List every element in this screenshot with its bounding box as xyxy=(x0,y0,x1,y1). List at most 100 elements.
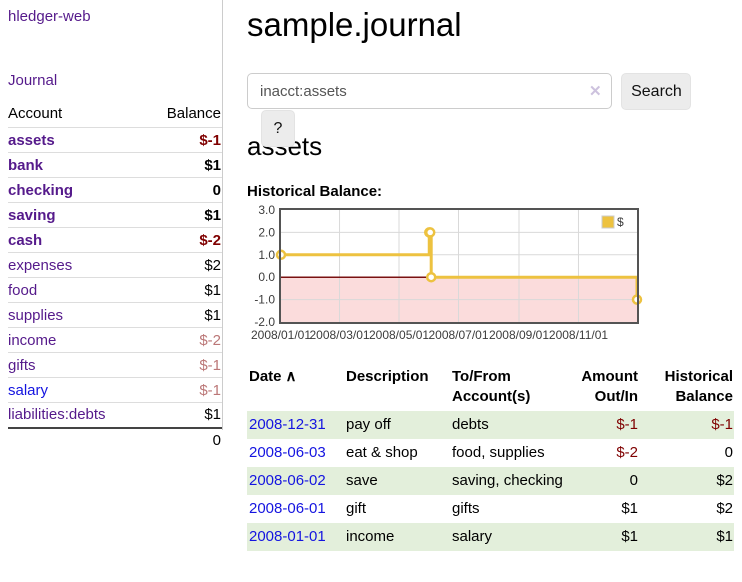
svg-text:-1.0: -1.0 xyxy=(254,293,275,307)
column-header-description: Description xyxy=(346,368,429,385)
column-header-balance: Historical Balance xyxy=(664,368,733,405)
account-balance: $-1 xyxy=(145,352,222,378)
transaction-account: gifts xyxy=(452,500,480,517)
account-balance: $-1 xyxy=(145,127,222,153)
account-row: food $1 xyxy=(8,277,222,303)
svg-text:2008/05/01: 2008/05/01 xyxy=(369,328,429,342)
column-header-account: To/From Account(s) xyxy=(452,368,531,405)
svg-text:$: $ xyxy=(617,215,624,229)
transaction-description: save xyxy=(344,467,450,495)
transactions-table: Date ∧ Description To/From Account(s) Amo… xyxy=(247,365,734,551)
accounts-header-balance: Balance xyxy=(166,105,221,122)
account-heading: assets xyxy=(247,131,737,162)
transaction-balance: $-1 xyxy=(639,411,734,439)
transaction-amount: $1 xyxy=(574,523,639,551)
account-link[interactable]: saving xyxy=(8,206,56,224)
account-link[interactable]: gifts xyxy=(8,356,36,374)
account-balance: 0 xyxy=(145,177,222,203)
account-link[interactable]: salary xyxy=(8,381,49,399)
search-input[interactable] xyxy=(247,73,612,109)
transactions-table-body: 2008-12-31 pay off debts $-1 $-1 2008-06-03 ea… xyxy=(247,411,734,551)
transaction-row: 2008-06-02 save saving, checking 0 $2 xyxy=(247,467,734,495)
transaction-balance: $1 xyxy=(639,523,734,551)
column-header-date[interactable]: Date ∧ xyxy=(249,368,297,385)
svg-text:1.0: 1.0 xyxy=(258,248,275,262)
account-balance: $-2 xyxy=(145,227,222,253)
svg-text:2008/09/01: 2008/09/01 xyxy=(489,328,549,342)
transaction-amount: $1 xyxy=(621,500,638,517)
account-row: supplies $1 xyxy=(8,302,222,328)
transaction-row: 2008-12-31 pay off debts $-1 $-1 xyxy=(247,411,734,439)
accounts-total-value: 0 xyxy=(145,426,222,453)
account-row: gifts $-1 xyxy=(8,352,222,378)
transaction-description: pay off xyxy=(344,411,450,439)
account-balance: $-2 xyxy=(145,327,222,353)
svg-text:2008/03/01: 2008/03/01 xyxy=(309,328,369,342)
account-balance: $-1 xyxy=(145,377,222,403)
sidebar-item-journal[interactable]: Journal xyxy=(8,72,58,89)
data-point-marker xyxy=(425,271,437,283)
transaction-balance: 0 xyxy=(724,444,733,461)
account-row: bank $1 xyxy=(8,152,222,178)
account-link[interactable]: income xyxy=(8,331,57,349)
transaction-date-link[interactable]: 2008-06-01 xyxy=(249,500,326,517)
transaction-amount: $-1 xyxy=(574,411,639,439)
svg-text:2008/01/01: 2008/01/01 xyxy=(251,328,311,342)
chart-title: Historical Balance: xyxy=(247,183,383,200)
account-link[interactable]: bank xyxy=(8,156,44,174)
transaction-date-link[interactable]: 2008-12-31 xyxy=(249,416,326,433)
account-row: cash $-2 xyxy=(8,227,222,253)
transaction-account: food, supplies xyxy=(452,444,545,461)
transaction-row: 2008-06-03 eat & shop food, supplies $-2 0 xyxy=(247,439,734,467)
transaction-balance: $2 xyxy=(716,500,733,517)
account-row: assets $-1 xyxy=(8,127,222,153)
account-link[interactable]: checking xyxy=(8,181,74,199)
svg-text:2008/11/01: 2008/11/01 xyxy=(549,328,608,342)
transaction-row: 2008-01-01 income salary $1 $1 xyxy=(247,523,734,551)
transaction-date-link[interactable]: 2008-01-01 xyxy=(249,528,326,545)
transaction-description: eat & shop xyxy=(346,444,418,461)
account-row: liabilities:debts $1 xyxy=(8,402,222,428)
column-header-amount: Amount Out/In xyxy=(581,368,638,405)
account-row: saving $1 xyxy=(8,202,222,228)
account-balance: $1 xyxy=(145,152,222,178)
page-title: sample.journal xyxy=(247,6,462,43)
account-balance: $1 xyxy=(145,202,222,228)
accounts-total-row: 0 xyxy=(8,426,222,453)
help-button[interactable]: ? xyxy=(261,110,295,147)
account-link[interactable]: assets xyxy=(8,131,55,149)
account-link[interactable]: expenses xyxy=(8,256,73,274)
transactions-header-row: Date ∧ Description To/From Account(s) Amo… xyxy=(247,365,734,411)
transaction-description: gift xyxy=(346,500,367,517)
main-content: sample.journal ✕ Search ? assets Histori… xyxy=(247,0,737,551)
accounts-table-body: assets $-1 bank $1 checking 0 saving $1 cash $-2 e… xyxy=(8,127,222,428)
legend-swatch xyxy=(601,215,615,229)
svg-text:3.0: 3.0 xyxy=(258,203,275,217)
account-balance: $1 xyxy=(145,302,222,328)
transaction-account: saving, checking xyxy=(450,467,574,495)
account-balance: $2 xyxy=(145,252,222,278)
account-link[interactable]: food xyxy=(8,281,38,299)
transaction-account: salary xyxy=(450,523,574,551)
transaction-date-link[interactable]: 2008-06-02 xyxy=(249,472,326,489)
account-link[interactable]: liabilities:debts xyxy=(8,406,106,424)
account-link[interactable]: supplies xyxy=(8,306,64,324)
account-balance: $1 xyxy=(145,277,222,303)
clear-search-icon[interactable]: ✕ xyxy=(589,83,602,100)
account-row: income $-2 xyxy=(8,327,222,353)
data-point-marker xyxy=(424,227,436,238)
svg-text:2008/07/01: 2008/07/01 xyxy=(428,328,488,342)
account-link[interactable]: cash xyxy=(8,231,43,249)
transaction-balance: $2 xyxy=(639,467,734,495)
transaction-date-link[interactable]: 2008-06-03 xyxy=(249,444,326,461)
account-balance: $1 xyxy=(145,402,222,428)
transaction-description: income xyxy=(344,523,450,551)
account-row: salary $-1 xyxy=(8,377,222,403)
accounts-total-spacer xyxy=(8,426,146,453)
svg-text:2.0: 2.0 xyxy=(258,225,275,239)
accounts-table: Account Balance assets $-1 bank $1 checking 0… xyxy=(8,101,222,453)
sidebar: hledger-web Journal Account Balance asse… xyxy=(0,0,223,453)
app-title-link[interactable]: hledger-web xyxy=(8,8,91,25)
search-button[interactable]: Search xyxy=(621,73,692,110)
